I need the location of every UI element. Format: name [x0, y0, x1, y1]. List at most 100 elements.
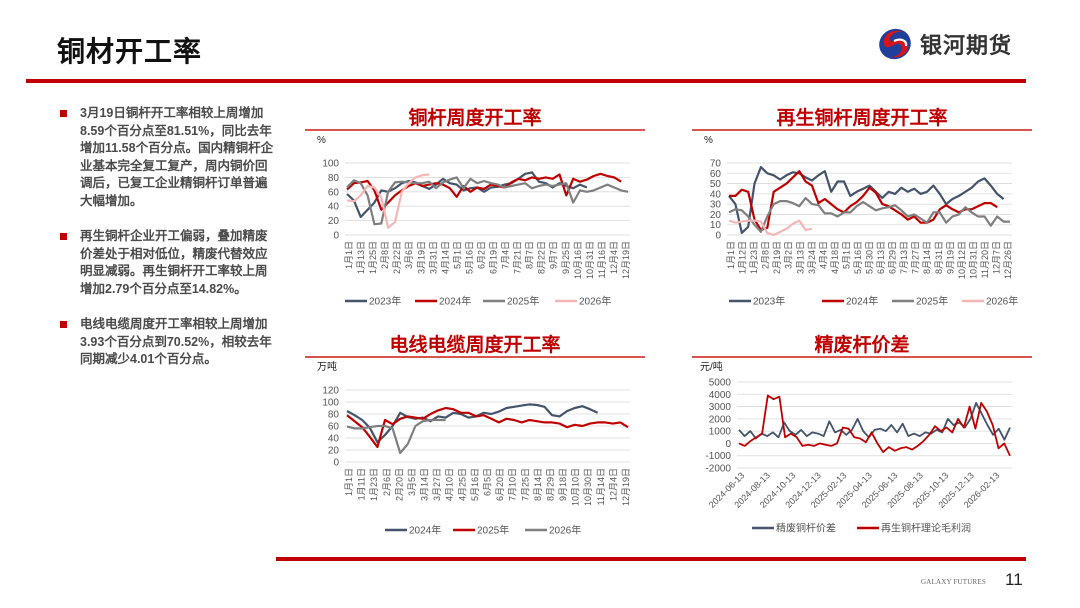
y-tick: 70 — [710, 159, 722, 170]
x-tick: 3月6日 — [404, 241, 414, 269]
y-tick: 60 — [328, 187, 340, 198]
y-unit-label: % — [317, 135, 326, 146]
x-tick: 12月26日 — [1003, 241, 1013, 279]
x-tick: 9月18日 — [558, 468, 568, 501]
y-tick: 0 — [725, 439, 731, 450]
chart-title: 精废杆价差 — [814, 335, 910, 356]
x-tick: 10月30日 — [583, 468, 593, 506]
y-tick: 50 — [710, 179, 722, 190]
x-tick: 6月29日 — [888, 241, 898, 274]
x-tick: 12月4日 — [609, 241, 619, 274]
summary-bullets: 3月19日铜杆开工率相较上周增加8.59个百分点至81.51%，同比去年增加11… — [60, 105, 275, 387]
x-tick: 10月10日 — [571, 468, 581, 506]
y-tick: 80 — [328, 173, 340, 184]
y-unit-label: 元/吨 — [700, 360, 723, 373]
x-tick: 4月10日 — [445, 468, 455, 501]
chart-title: 再生铜杆周度开工率 — [776, 108, 948, 129]
series-line — [346, 403, 599, 444]
x-tick: 1月13日 — [356, 241, 366, 274]
y-tick: 30 — [710, 200, 722, 211]
legend-label: 2026年 — [549, 524, 581, 537]
legend-label: 精废铜杆价差 — [776, 522, 836, 535]
x-tick: 9月19日 — [945, 241, 955, 274]
x-tick: 9月7日 — [549, 241, 559, 269]
x-tick: 6月19日 — [489, 241, 499, 274]
legend-label: 2026年 — [579, 295, 611, 308]
y-tick: 5000 — [709, 378, 732, 389]
x-tick: 6月5日 — [483, 468, 493, 496]
page-number: 11 — [1005, 570, 1023, 589]
x-tick: 8月31日 — [934, 241, 944, 274]
series-line — [729, 170, 998, 232]
y-tick: 0 — [333, 458, 339, 469]
x-tick: 6月13日 — [876, 241, 886, 274]
y-tick: 40 — [328, 202, 340, 213]
y-tick: 3000 — [709, 402, 732, 413]
x-tick: 1月11日 — [357, 468, 367, 500]
y-tick: 60 — [328, 422, 340, 433]
logo-text: 银河期货 — [920, 33, 1013, 58]
chart-title: 电线电缆周度开工率 — [389, 335, 561, 356]
y-tick: 20 — [328, 446, 340, 457]
series-line — [346, 406, 629, 449]
x-tick: 3月5日 — [407, 468, 417, 496]
legend-label: 再生铜杆理论毛利润 — [881, 522, 971, 535]
x-tick: 6月20日 — [495, 468, 505, 501]
x-tick: 5月16日 — [470, 468, 480, 501]
footer-brand: GALAXY FUTURES — [921, 578, 986, 586]
x-tick: 12月19日 — [621, 468, 631, 506]
x-tick: 1月23日 — [749, 241, 759, 274]
chart-title-divider — [692, 356, 1032, 358]
y-tick: 10 — [710, 220, 722, 231]
company-logo: 银河期货 — [876, 26, 1012, 62]
chart-title-divider — [692, 129, 1032, 131]
y-tick: 120 — [322, 386, 339, 397]
chart-plot: % 0 20 40 60 80 100 1月1日 1月13日 1月25日 2月8日 2月22日 3月6日… — [317, 135, 631, 308]
x-tick: 3月24日 — [807, 241, 817, 274]
y-tick: 20 — [710, 210, 722, 221]
x-tick: 7月10日 — [508, 468, 518, 501]
x-tick: 10月31日 — [968, 241, 978, 279]
series-line — [346, 418, 446, 455]
legend-label: 2025年 — [507, 295, 539, 308]
x-tick: 3月31日 — [428, 241, 438, 274]
x-tick: 5月1日 — [452, 241, 462, 269]
x-tick: 4月14日 — [440, 241, 450, 274]
series-line — [346, 172, 622, 211]
x-tick: 3月19日 — [416, 241, 426, 274]
y-tick: 60 — [710, 169, 722, 180]
x-tick: 5月30日 — [865, 241, 875, 274]
x-tick: 8月14日 — [922, 241, 932, 274]
x-tick: 5月16日 — [853, 241, 863, 274]
footer-divider — [276, 557, 1026, 561]
y-tick: 0 — [715, 231, 721, 242]
series-line — [738, 394, 1011, 457]
x-tick: 4月18日 — [830, 241, 840, 274]
x-tick: 11月20日 — [980, 241, 990, 278]
x-tick: 5月16日 — [464, 241, 474, 274]
x-tick: 8月22日 — [537, 241, 547, 274]
chart-plot: 元/吨-2000-10000100020003000400050002024-0… — [700, 360, 1012, 535]
x-tick: 1月1日 — [344, 468, 354, 496]
x-tick: 3月13日 — [795, 241, 805, 274]
x-tick: 8月29日 — [545, 468, 555, 501]
legend-label: 2024年 — [846, 295, 878, 308]
x-tick: 2月8日 — [380, 241, 390, 269]
x-tick: 9月25日 — [561, 241, 571, 274]
chart-refined-scrap-spread: 精废杆价差 元/吨 -2000 -1000 0 1000 2000 3000 4000 5000… — [692, 330, 1032, 545]
x-tick: 10月16日 — [573, 241, 583, 279]
x-tick: 2月19日 — [772, 241, 782, 274]
chart-wire-cable: 电线电缆周度开工率 万吨 0 20 40 60 80 100 120 1月1日 1月11日 1月23… — [305, 330, 645, 545]
header-divider — [26, 79, 1026, 83]
y-unit-label: % — [704, 135, 713, 146]
series-line — [346, 176, 629, 226]
x-tick: 8月7日 — [525, 241, 535, 269]
x-tick: 7月27日 — [911, 241, 921, 274]
x-tick: 12月4日 — [608, 468, 618, 501]
x-tick: 5月1日 — [841, 241, 851, 269]
y-tick: 0 — [333, 231, 339, 242]
y-tick: 1000 — [709, 427, 732, 438]
x-tick: 1月12日 — [738, 241, 748, 274]
x-tick: 3月27日 — [432, 468, 442, 501]
